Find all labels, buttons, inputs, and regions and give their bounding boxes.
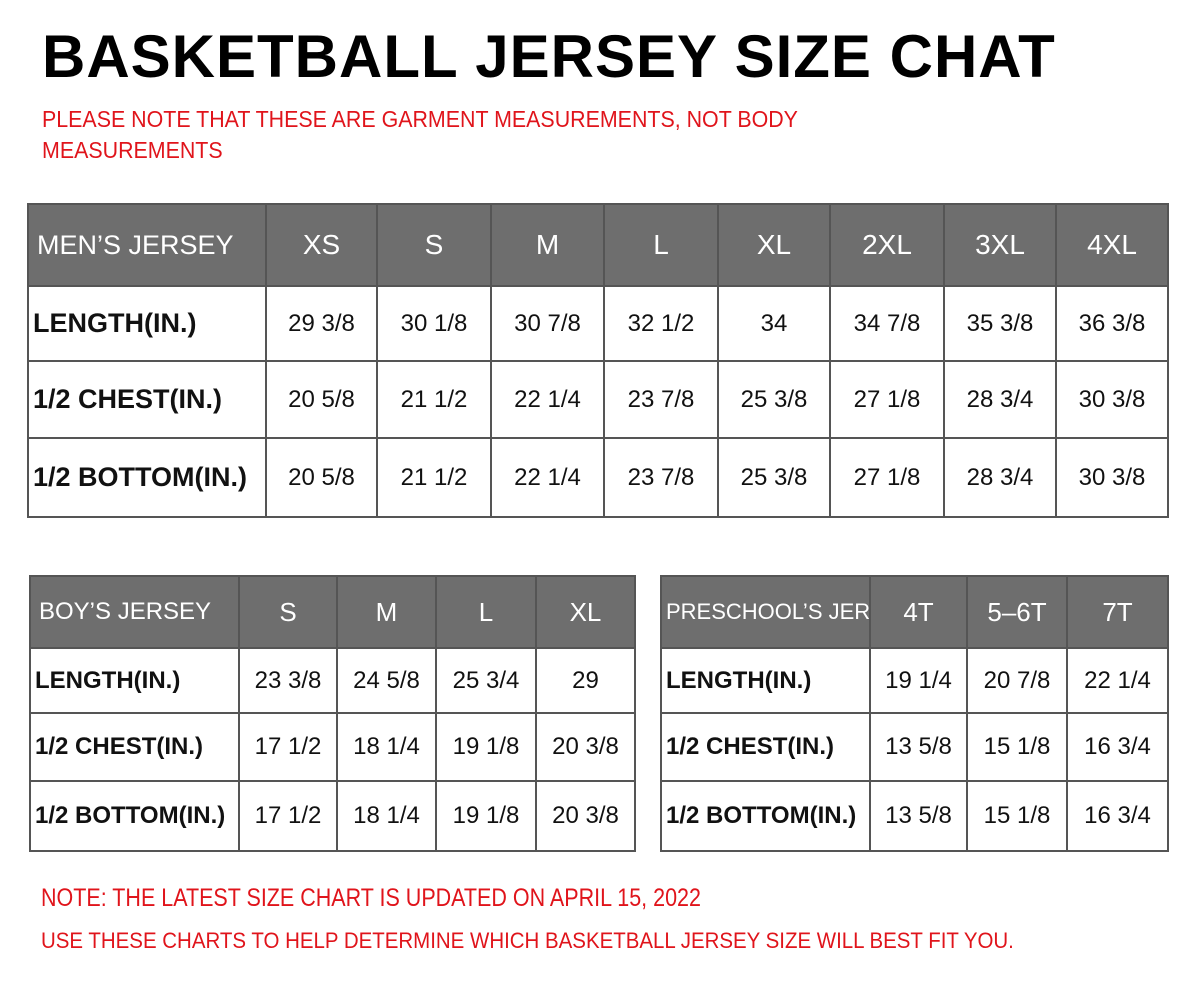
measurement-value: 20 5/8 xyxy=(265,437,378,518)
measurement-value: 28 3/4 xyxy=(943,437,1057,518)
measurement-value: 16 3/4 xyxy=(1066,712,1169,782)
measurement-value: 19 1/8 xyxy=(435,780,537,852)
measurement-value: 30 7/8 xyxy=(490,285,605,362)
size-header-cell: S xyxy=(376,203,492,287)
table-title-cell: BOY’S JERSEY xyxy=(29,575,240,649)
measurement-value: 29 xyxy=(535,647,636,714)
size-header-cell: XL xyxy=(717,203,831,287)
size-header-cell: XS xyxy=(265,203,378,287)
measurement-value: 21 1/2 xyxy=(376,360,492,439)
measurement-value: 27 1/8 xyxy=(829,437,945,518)
measurement-value: 34 xyxy=(717,285,831,362)
table-row: 1/2 CHEST(IN.) 13 5/8 15 1/8 16 3/4 xyxy=(660,712,1169,782)
size-header-cell: 7T xyxy=(1066,575,1169,649)
measurement-label: 1/2 CHEST(IN.) xyxy=(660,712,871,782)
table-row: LENGTH(IN.) 23 3/8 24 5/8 25 3/4 29 xyxy=(29,647,636,714)
size-header-cell: 4XL xyxy=(1055,203,1169,287)
measurement-value: 25 3/8 xyxy=(717,360,831,439)
usage-note: USE THESE CHARTS TO HELP DETERMINE WHICH… xyxy=(41,928,1014,953)
table-row: 1/2 BOTTOM(IN.) 20 5/8 21 1/2 22 1/4 23 7/8 2… xyxy=(27,437,1169,518)
table-row: 1/2 CHEST(IN.) 20 5/8 21 1/2 22 1/4 23 7/8 25… xyxy=(27,360,1169,439)
table-title-cell: PRESCHOOL’S JERSEY xyxy=(660,575,871,649)
size-header-cell: L xyxy=(435,575,537,649)
garment-note: PLEASE NOTE THAT THESE ARE GARMENT MEASU… xyxy=(42,106,798,163)
measurement-label: LENGTH(IN.) xyxy=(660,647,871,714)
size-header-cell: M xyxy=(336,575,437,649)
size-header-cell: 2XL xyxy=(829,203,945,287)
size-header-cell: 5–6T xyxy=(966,575,1068,649)
measurement-value: 19 1/8 xyxy=(435,712,537,782)
measurement-value: 15 1/8 xyxy=(966,780,1068,852)
measurement-label: LENGTH(IN.) xyxy=(27,285,267,362)
size-header-cell: 3XL xyxy=(943,203,1057,287)
table-title-cell: MEN’S JERSEY xyxy=(27,203,267,287)
size-header-cell: M xyxy=(490,203,605,287)
preschool-size-table: PRESCHOOL’S JERSEY4T5–6T7TLENGTH(IN.)19 … xyxy=(660,575,1169,852)
measurement-label: 1/2 CHEST(IN.) xyxy=(27,360,267,439)
size-header-cell: XL xyxy=(535,575,636,649)
table-row: LENGTH(IN.) 19 1/4 20 7/8 22 1/4 xyxy=(660,647,1169,714)
measurement-label: 1/2 CHEST(IN.) xyxy=(29,712,240,782)
measurement-value: 34 7/8 xyxy=(829,285,945,362)
measurement-value: 16 3/4 xyxy=(1066,780,1169,852)
mens-size-table: MEN’S JERSEY XS S M L XL 2XL 3XL 4XL LENGTH(IN.) 2… xyxy=(27,203,1169,518)
measurement-value: 32 1/2 xyxy=(603,285,719,362)
size-header-cell: L xyxy=(603,203,719,287)
measurement-value: 29 3/8 xyxy=(265,285,378,362)
measurement-value: 21 1/2 xyxy=(376,437,492,518)
measurement-value: 24 5/8 xyxy=(336,647,437,714)
header-row: MEN’S JERSEY XS S M L XL 2XL 3XL 4XL xyxy=(27,203,1169,287)
measurement-value: 23 7/8 xyxy=(603,437,719,518)
measurement-value: 15 1/8 xyxy=(966,712,1068,782)
measurement-value: 25 3/8 xyxy=(717,437,831,518)
measurement-label: LENGTH(IN.) xyxy=(29,647,240,714)
measurement-value: 25 3/4 xyxy=(435,647,537,714)
boys-size-table: BOY’S JERSEY S M L XL LENGTH(IN.) 23 3/8 24 5/8… xyxy=(29,575,636,852)
measurement-value: 27 1/8 xyxy=(829,360,945,439)
measurement-value: 22 1/4 xyxy=(490,360,605,439)
measurement-value: 22 1/4 xyxy=(1066,647,1169,714)
measurement-value: 35 3/8 xyxy=(943,285,1057,362)
measurement-value: 30 3/8 xyxy=(1055,437,1169,518)
measurement-value: 19 1/4 xyxy=(869,647,968,714)
table-row: 1/2 BOTTOM(IN.) 13 5/8 15 1/8 16 3/4 xyxy=(660,780,1169,852)
measurement-value: 13 5/8 xyxy=(869,780,968,852)
measurement-value: 18 1/4 xyxy=(336,712,437,782)
measurement-value: 22 1/4 xyxy=(490,437,605,518)
measurement-value: 36 3/8 xyxy=(1055,285,1169,362)
size-header-cell: S xyxy=(238,575,338,649)
measurement-value: 20 7/8 xyxy=(966,647,1068,714)
measurement-value: 13 5/8 xyxy=(869,712,968,782)
table-row: 1/2 BOTTOM(IN.) 17 1/2 18 1/4 19 1/8 20 3/8 xyxy=(29,780,636,852)
size-header-cell: 4T xyxy=(869,575,968,649)
measurement-value: 30 3/8 xyxy=(1055,360,1169,439)
measurement-label: 1/2 BOTTOM(IN.) xyxy=(660,780,871,852)
table-row: LENGTH(IN.) 29 3/8 30 1/8 30 7/8 32 1/2 34 34 … xyxy=(27,285,1169,362)
measurement-value: 20 3/8 xyxy=(535,780,636,852)
page-title: BASKETBALL JERSEY SIZE CHAT xyxy=(42,23,1056,90)
measurement-label: 1/2 BOTTOM(IN.) xyxy=(27,437,267,518)
measurement-label: 1/2 BOTTOM(IN.) xyxy=(29,780,240,852)
header-row: BOY’S JERSEY S M L XL xyxy=(29,575,636,649)
measurement-value: 17 1/2 xyxy=(238,712,338,782)
measurement-value: 23 7/8 xyxy=(603,360,719,439)
update-note: NOTE: THE LATEST SIZE CHART IS UPDATED O… xyxy=(41,884,701,912)
table-row: 1/2 CHEST(IN.) 17 1/2 18 1/4 19 1/8 20 3/8 xyxy=(29,712,636,782)
measurement-value: 20 5/8 xyxy=(265,360,378,439)
measurement-value: 23 3/8 xyxy=(238,647,338,714)
measurement-value: 30 1/8 xyxy=(376,285,492,362)
measurement-value: 20 3/8 xyxy=(535,712,636,782)
measurement-value: 18 1/4 xyxy=(336,780,437,852)
measurement-value: 28 3/4 xyxy=(943,360,1057,439)
measurement-value: 17 1/2 xyxy=(238,780,338,852)
